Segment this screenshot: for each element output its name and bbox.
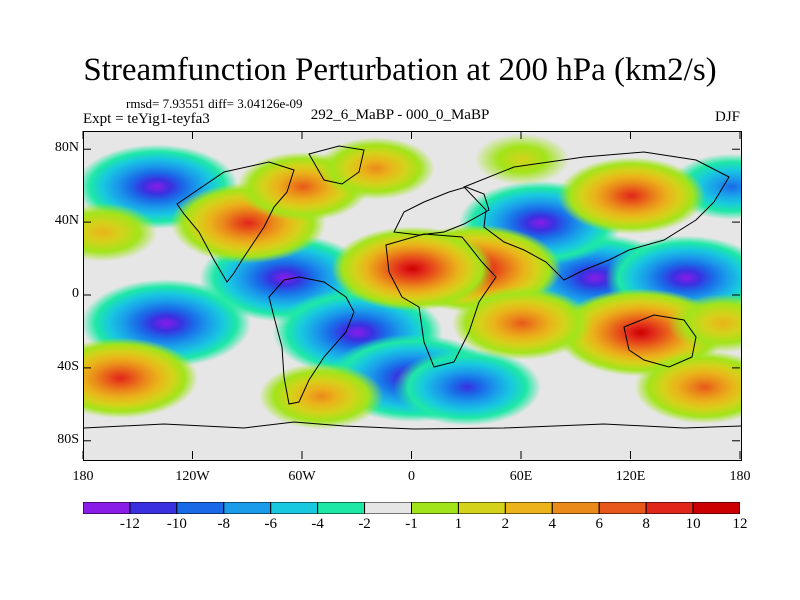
contour-map — [84, 133, 741, 430]
colorbar-label: 4 — [548, 516, 557, 532]
streamfunction-field — [84, 133, 741, 430]
colorbar-label: 2 — [501, 516, 510, 532]
colorbar-label: -10 — [166, 516, 187, 532]
lon-tick-label: 0 — [408, 469, 415, 484]
coastline-south-america — [268, 276, 355, 405]
colorbar-label: 12 — [732, 516, 748, 532]
positive-anomaly-center — [258, 363, 384, 430]
colorbar-label: 6 — [595, 516, 603, 532]
colorbar-swatch — [176, 502, 225, 514]
coastline-australia — [623, 314, 697, 368]
colorbar-swatch — [223, 502, 272, 514]
plot-title: Streamfunction Perturbation at 200 hPa (… — [83, 52, 717, 88]
positive-anomaly-center — [452, 286, 592, 360]
lat-tick-label: 80S — [57, 431, 79, 447]
colorbar-label: -1 — [405, 516, 418, 532]
colorbar-label: -8 — [217, 516, 231, 532]
colorbar-swatch — [317, 502, 366, 514]
coastline-africa — [385, 233, 497, 368]
lon-tick-label: 120E — [615, 469, 646, 484]
positive-anomaly-center — [474, 133, 570, 185]
positive-anomaly-center — [667, 294, 741, 353]
colorbar-swatch — [598, 502, 647, 514]
colorbar-label: -6 — [264, 516, 277, 532]
negative-anomaly-center — [393, 348, 541, 426]
colorbar — [83, 502, 740, 514]
colorbar-swatch — [504, 502, 553, 514]
colorbar-swatch — [645, 502, 694, 514]
colorbar-label: -4 — [311, 516, 324, 532]
coastline-greenland — [308, 145, 365, 185]
period-label: 292_6_MaBP - 000_0_MaBP — [310, 107, 490, 123]
colorbar-label: 10 — [685, 516, 701, 532]
lon-tick-label: 60W — [288, 469, 316, 484]
positive-anomaly-center — [557, 157, 706, 235]
positive-anomaly-center — [84, 337, 198, 419]
lon-tick-label: 180 — [729, 469, 751, 484]
colorbar-swatch — [551, 502, 600, 514]
coastline-antarctica — [84, 421, 741, 430]
lon-tick-label: 180 — [72, 469, 94, 484]
positive-anomaly-center — [634, 350, 741, 424]
coastline-asia — [463, 151, 730, 281]
colorbar-swatch — [692, 502, 740, 514]
coastline-europe — [393, 186, 490, 236]
stats-text: rmsd= 7.93551 diff= 3.04126e-09 — [126, 96, 303, 111]
lat-tick-label: 40S — [57, 358, 79, 374]
positive-anomaly-center — [331, 226, 494, 311]
coastlines — [84, 145, 741, 430]
colorbar-label: 1 — [454, 516, 463, 532]
lat-tick-label: 80N — [54, 140, 79, 156]
experiment-label: Expt = teYig1-teyfa3 — [83, 111, 210, 127]
colorbar-swatch — [270, 502, 319, 514]
lon-tick-label: 120W — [175, 469, 210, 484]
lon-tick-label: 60E — [509, 469, 533, 484]
colorbar-swatch — [364, 502, 413, 514]
colorbar-label: 8 — [642, 516, 650, 532]
colorbar-swatch — [83, 502, 131, 514]
positive-anomaly-center — [84, 202, 158, 262]
colorbar-swatch — [411, 502, 459, 514]
map-panel — [83, 131, 742, 461]
lat-tick-label: 40N — [54, 213, 79, 229]
season-label: DJF — [714, 109, 740, 125]
coastline-north-america — [176, 161, 295, 283]
colorbar-swatch — [457, 502, 506, 514]
colorbar-label: -12 — [119, 516, 140, 532]
lat-tick-label: 0 — [72, 286, 79, 301]
colorbar-swatch — [129, 502, 178, 514]
positive-anomaly-center — [317, 137, 435, 200]
colorbar-label: -2 — [358, 516, 371, 532]
